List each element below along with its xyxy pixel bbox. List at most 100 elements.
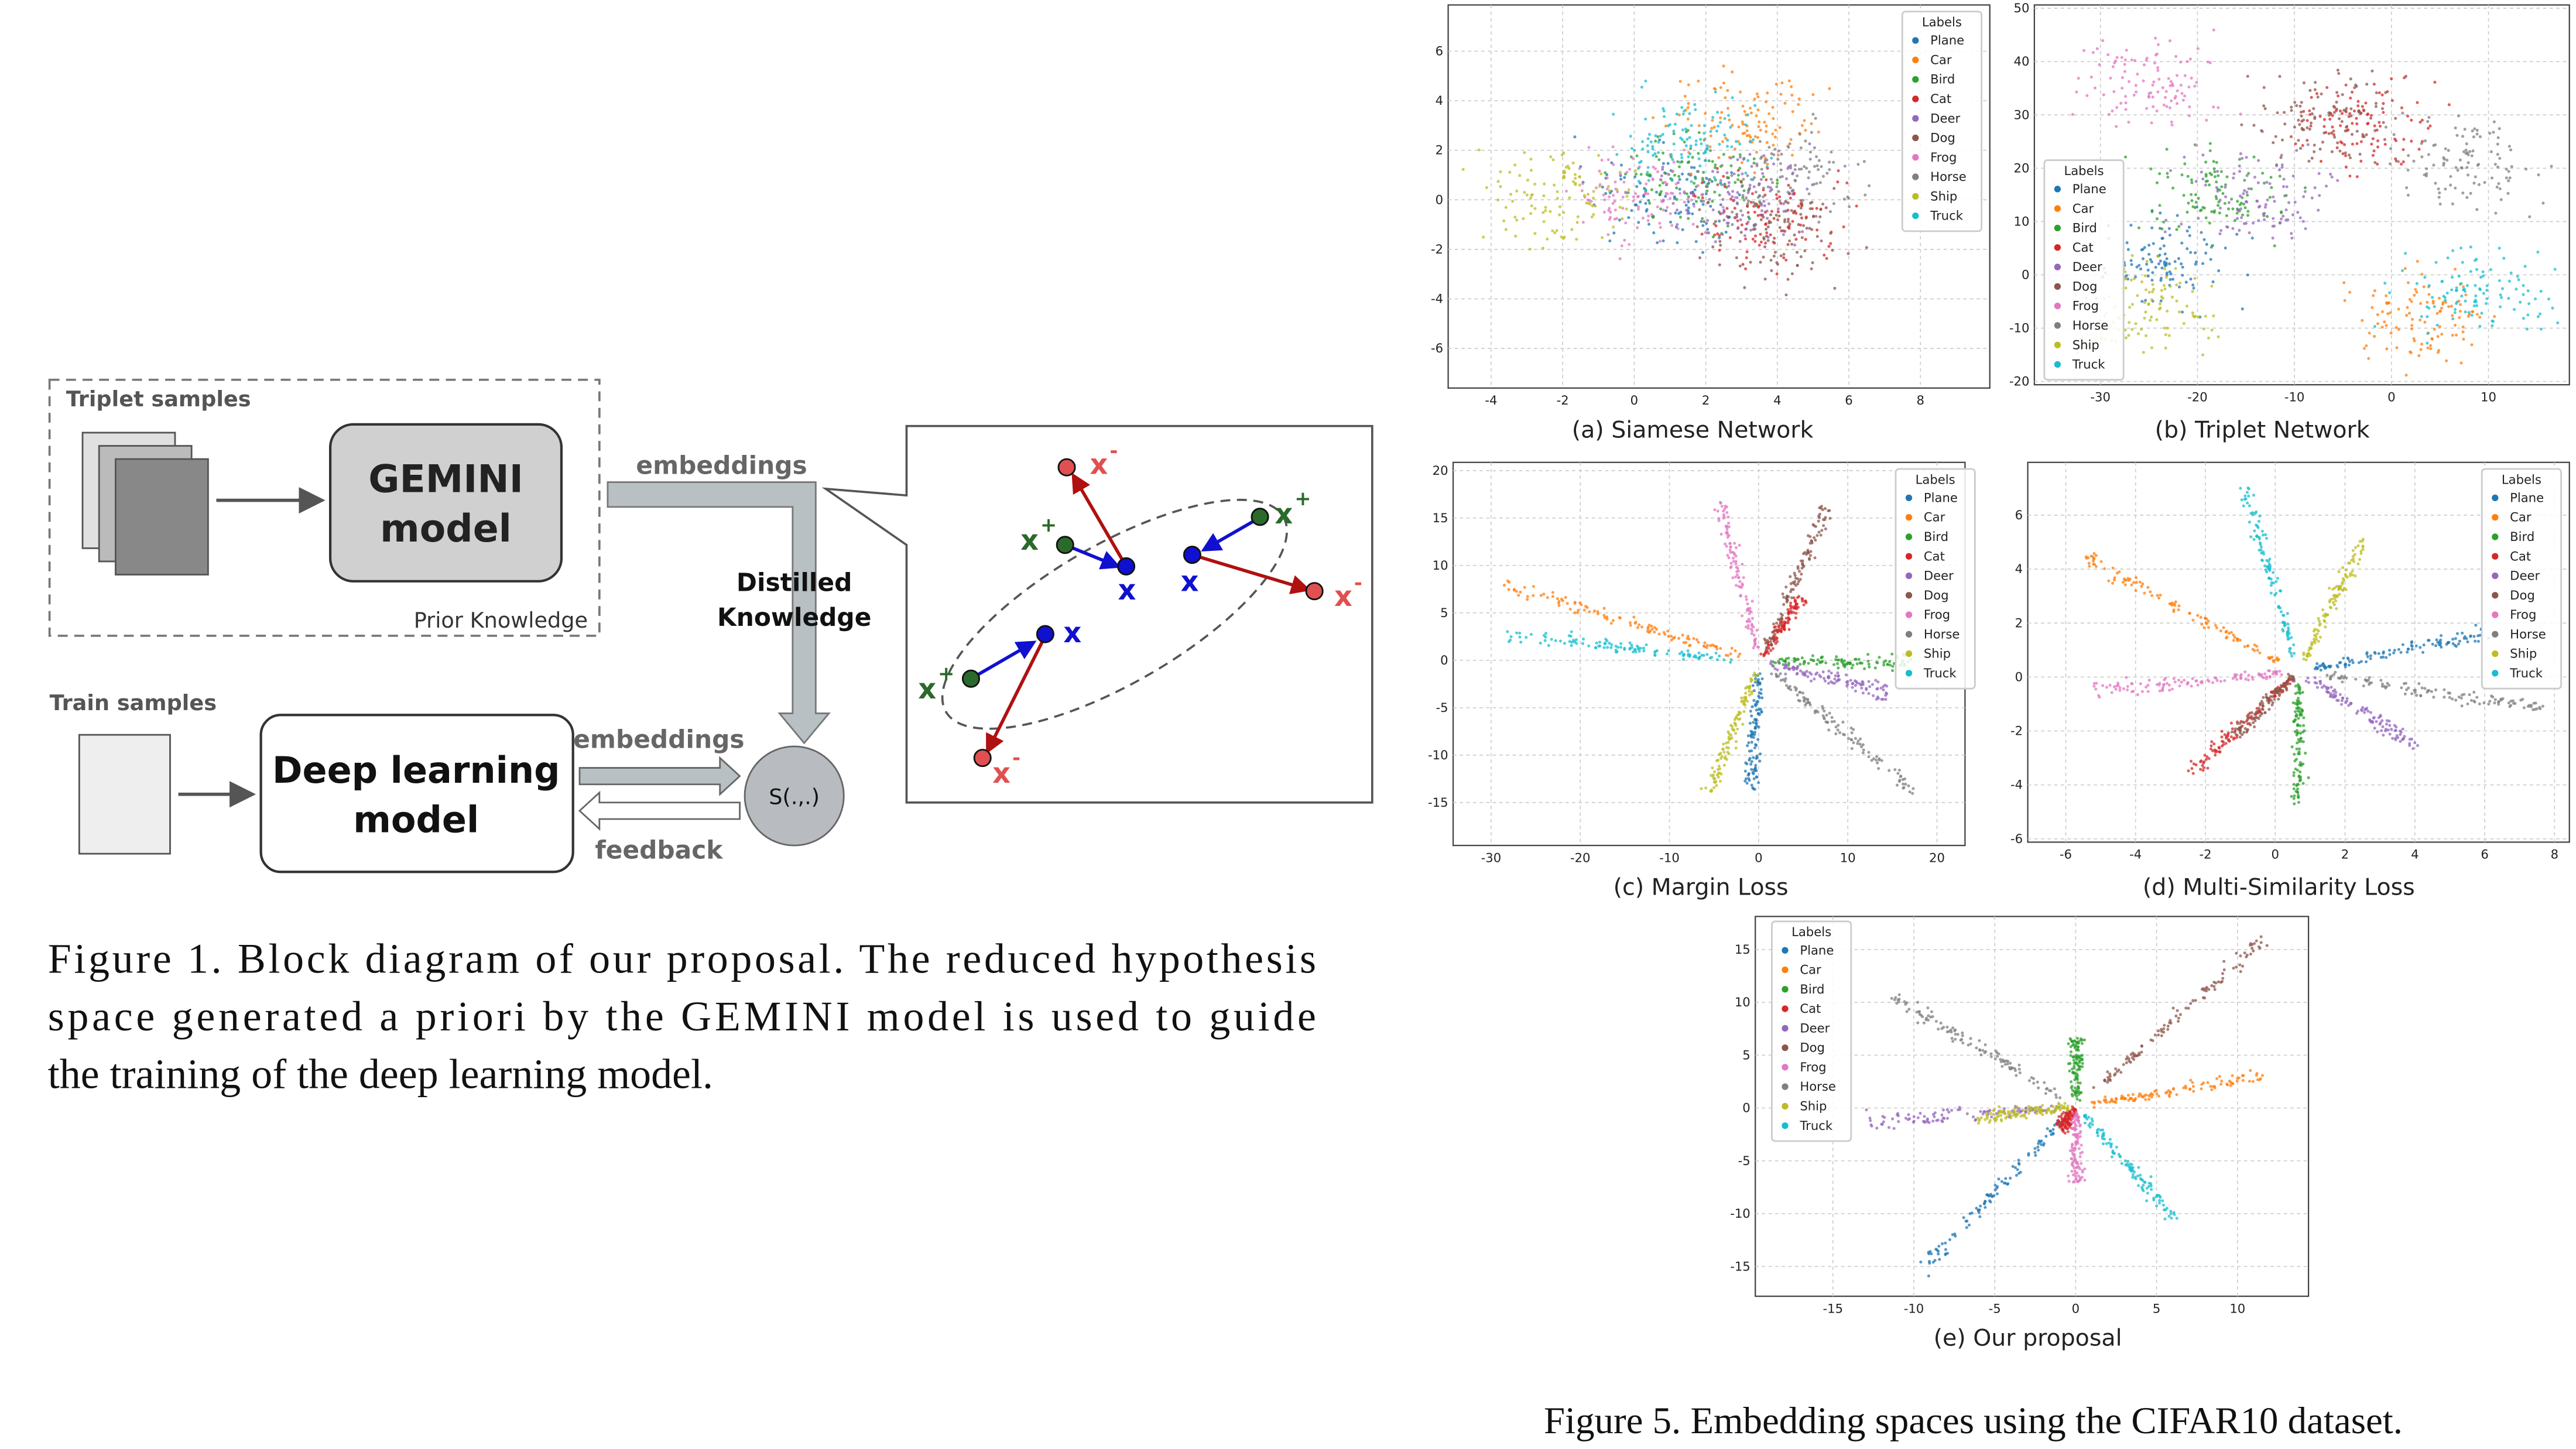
point <box>2537 173 2540 177</box>
point <box>2238 157 2242 161</box>
point <box>1820 239 1823 243</box>
point <box>2263 107 2267 111</box>
point <box>1561 176 1565 179</box>
point <box>1710 788 1713 792</box>
point <box>1652 165 1655 169</box>
label: - <box>1012 746 1020 769</box>
point <box>2434 644 2438 648</box>
point <box>2074 1044 2078 1047</box>
point <box>2332 597 2336 600</box>
embedding-panel: -15 -10 -5 0 5 10-15-10-5051015LabelsPlaneCar… <box>1730 916 2310 1352</box>
legend-label: Frog <box>2510 607 2536 622</box>
point <box>2143 591 2146 595</box>
point <box>2155 109 2159 113</box>
point <box>1790 209 1793 213</box>
point <box>2277 168 2281 172</box>
point <box>2345 700 2349 703</box>
point <box>1787 146 1790 149</box>
point <box>1780 618 1784 621</box>
point <box>2150 210 2154 214</box>
point <box>2420 315 2423 318</box>
point <box>2380 93 2384 97</box>
point <box>2145 59 2148 62</box>
point <box>2293 752 2296 756</box>
point <box>2327 664 2331 668</box>
point <box>2197 217 2200 220</box>
point <box>1765 217 1769 220</box>
point <box>1753 234 1758 238</box>
x-tick-label: 10 <box>1840 850 1856 865</box>
point <box>2448 696 2451 699</box>
point <box>2426 341 2429 345</box>
point <box>2114 59 2118 63</box>
point <box>2170 99 2173 102</box>
point <box>2397 648 2400 651</box>
point <box>2263 564 2267 568</box>
point <box>1753 210 1756 214</box>
point <box>2406 650 2409 654</box>
point <box>2210 210 2214 214</box>
point <box>1675 208 1679 212</box>
label: Deep learning <box>272 749 560 792</box>
point <box>2297 118 2300 122</box>
point <box>1512 588 1516 591</box>
legend-marker <box>2054 244 2061 251</box>
point <box>1832 160 1835 164</box>
point <box>2192 286 2195 290</box>
point <box>1937 1245 1941 1248</box>
point <box>2232 737 2235 741</box>
point <box>2388 649 2392 652</box>
point <box>1697 152 1700 155</box>
point <box>1787 662 1791 665</box>
point <box>1719 181 1722 185</box>
point <box>2126 1094 2130 1097</box>
point <box>1808 554 1812 557</box>
point <box>1832 187 1836 190</box>
point <box>1654 167 1657 170</box>
point <box>2232 639 2235 642</box>
point <box>2208 183 2211 187</box>
point <box>2386 728 2390 732</box>
point <box>1705 222 1708 225</box>
point <box>1517 594 1520 597</box>
point <box>1786 225 1790 229</box>
point <box>2292 774 2296 777</box>
point <box>1875 758 1878 762</box>
point <box>1686 211 1690 215</box>
point <box>2446 256 2450 260</box>
point <box>2283 111 2286 114</box>
plot-area <box>1452 461 1966 847</box>
points <box>961 458 1324 768</box>
point <box>1504 205 1508 209</box>
point <box>1764 642 1767 645</box>
point <box>1751 786 1755 790</box>
point <box>1777 214 1781 218</box>
x-tick-label: -15 <box>1823 1301 1844 1316</box>
point <box>1707 159 1711 163</box>
point <box>1760 677 1764 681</box>
point <box>1714 224 1718 228</box>
point <box>2121 87 2124 90</box>
point <box>2169 272 2173 276</box>
point <box>2140 690 2144 693</box>
point <box>1684 640 1688 644</box>
x-tick-label: 0 <box>2072 1301 2080 1316</box>
point <box>1803 249 1807 252</box>
point <box>1789 601 1793 605</box>
point <box>2246 714 2249 718</box>
point <box>2220 729 2224 733</box>
point <box>1851 663 1855 667</box>
point <box>1752 162 1756 165</box>
point <box>1700 653 1704 657</box>
point <box>2440 645 2443 649</box>
point <box>2268 566 2272 570</box>
point <box>1731 223 1734 227</box>
point <box>1815 207 1818 210</box>
point <box>1704 112 1707 115</box>
legend-marker <box>1912 115 1919 122</box>
point <box>1698 656 1701 660</box>
point <box>2440 634 2443 638</box>
point <box>2347 657 2350 661</box>
point <box>2468 693 2471 697</box>
point <box>2535 707 2539 711</box>
